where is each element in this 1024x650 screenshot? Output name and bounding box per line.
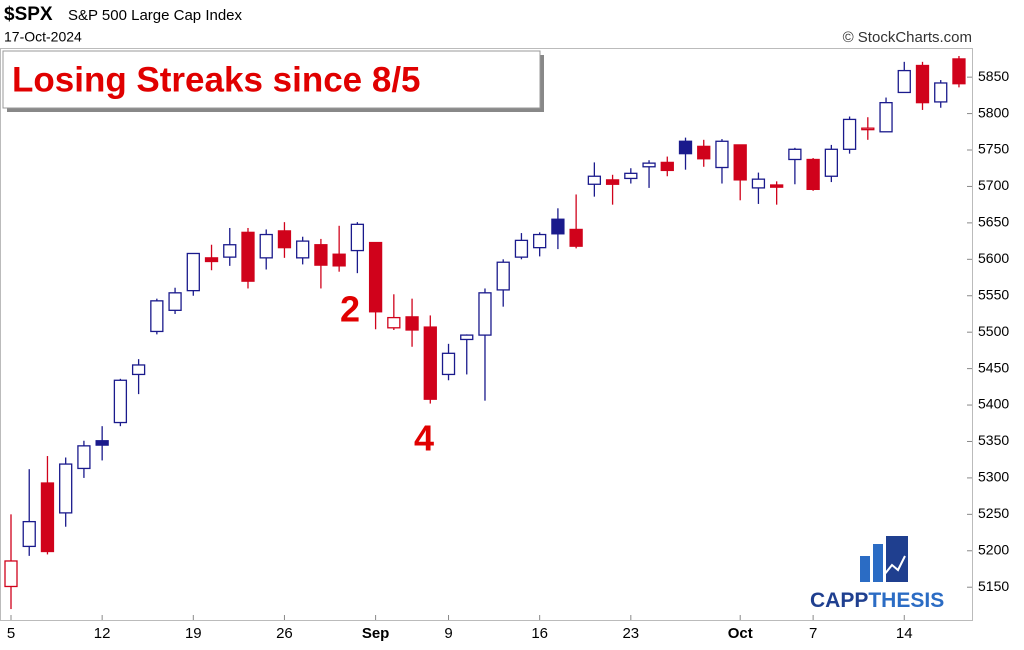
plot-frame xyxy=(0,48,973,621)
y-tick-label: 5500 xyxy=(978,323,1009,339)
candle-body xyxy=(824,148,838,177)
y-tick-label: 5250 xyxy=(978,505,1009,521)
logo-bar xyxy=(860,556,870,582)
candle-body xyxy=(441,352,456,376)
logo-line xyxy=(883,555,906,576)
candle-body xyxy=(405,316,419,331)
symbol: $SPX xyxy=(4,4,53,25)
y-tick-label: 5550 xyxy=(978,286,1009,302)
chart-title: S&P 500 Large Cap Index xyxy=(68,7,243,24)
y-tick-label: 5350 xyxy=(978,432,1009,448)
candle-body xyxy=(259,233,273,259)
x-tick-label: 9 xyxy=(444,625,452,642)
candle-body xyxy=(59,463,73,514)
candle-body xyxy=(624,172,638,180)
candle-body xyxy=(40,482,55,553)
x-tick-label: 12 xyxy=(94,625,111,642)
candle-body xyxy=(4,560,18,588)
logo-icon xyxy=(860,536,908,582)
candle-body xyxy=(332,253,346,267)
logo-part: CAPP xyxy=(810,589,868,612)
y-tick-label: 5850 xyxy=(978,68,1009,84)
x-tick-label: 7 xyxy=(809,625,817,642)
annotation: 4 xyxy=(414,418,434,459)
y-tick-label: 5650 xyxy=(978,214,1009,230)
candle-body xyxy=(861,127,875,131)
logo-part: THESIS xyxy=(868,589,944,612)
x-tick-label: 5 xyxy=(7,625,15,642)
x-tick-label: 16 xyxy=(531,625,548,642)
y-tick-label: 5400 xyxy=(978,396,1009,412)
x-tick-label: 19 xyxy=(185,625,202,642)
candle-body xyxy=(223,244,237,258)
candle-body xyxy=(842,118,857,150)
candle-body xyxy=(22,520,36,548)
candle-body xyxy=(514,239,529,258)
candle-body xyxy=(660,161,674,172)
candle-body xyxy=(350,223,365,252)
logo-bar xyxy=(873,544,883,582)
candle-body xyxy=(296,240,310,259)
annotation: 2 xyxy=(340,289,360,330)
candle-body xyxy=(551,218,565,235)
candle-body xyxy=(533,233,547,249)
candle-body xyxy=(368,241,383,313)
candle-body xyxy=(751,178,766,189)
candle-body xyxy=(897,69,911,94)
candle-body xyxy=(915,64,930,104)
date: 17-Oct-2024 xyxy=(4,29,82,45)
candle-body xyxy=(642,162,656,168)
x-tick-label: 23 xyxy=(622,625,639,642)
candle-body xyxy=(496,261,510,291)
candle-body xyxy=(788,148,802,161)
candle-body xyxy=(77,445,91,470)
x-tick-label: 26 xyxy=(276,625,293,642)
candle-body xyxy=(95,440,109,446)
candle-body xyxy=(934,82,948,103)
candle-body xyxy=(715,140,729,169)
candle-body xyxy=(168,292,182,311)
y-tick-label: 5200 xyxy=(978,541,1009,557)
candle-body xyxy=(241,231,255,282)
y-tick-label: 5450 xyxy=(978,359,1009,375)
candle-body xyxy=(879,101,893,133)
x-tick-label: 14 xyxy=(896,625,913,642)
candle-body xyxy=(150,300,164,333)
candle-body xyxy=(697,145,711,160)
candle-body xyxy=(678,140,693,155)
x-tick-label: Oct xyxy=(728,625,753,642)
candle-body xyxy=(186,252,200,292)
candle-body xyxy=(204,257,219,263)
candle-body xyxy=(569,228,583,247)
candle-body xyxy=(478,292,492,336)
y-tick-label: 5750 xyxy=(978,141,1009,157)
headline-box xyxy=(2,50,541,109)
candle-body xyxy=(387,316,401,329)
candle-body xyxy=(460,334,474,341)
candle-body xyxy=(113,379,128,424)
source: © StockCharts.com xyxy=(843,29,972,46)
candle-body xyxy=(277,230,292,249)
y-tick-label: 5800 xyxy=(978,104,1009,120)
candle-body xyxy=(587,175,602,185)
candle-body xyxy=(770,184,784,188)
x-tick-label: Sep xyxy=(362,625,390,642)
headline: Losing Streaks since 8/5 xyxy=(12,60,421,99)
candle-body xyxy=(314,244,328,266)
candle-body xyxy=(806,158,820,191)
candle-body xyxy=(423,326,437,400)
logo-text: CAPPTHESIS xyxy=(810,589,944,612)
logo-bar xyxy=(886,536,908,582)
candle-body xyxy=(605,179,620,185)
candle-body xyxy=(131,364,146,376)
y-tick-label: 5150 xyxy=(978,578,1009,594)
y-tick-label: 5600 xyxy=(978,250,1009,266)
candle-body xyxy=(952,58,966,85)
y-tick-label: 5700 xyxy=(978,177,1009,193)
y-tick-label: 5300 xyxy=(978,469,1009,485)
candle-body xyxy=(733,144,747,181)
